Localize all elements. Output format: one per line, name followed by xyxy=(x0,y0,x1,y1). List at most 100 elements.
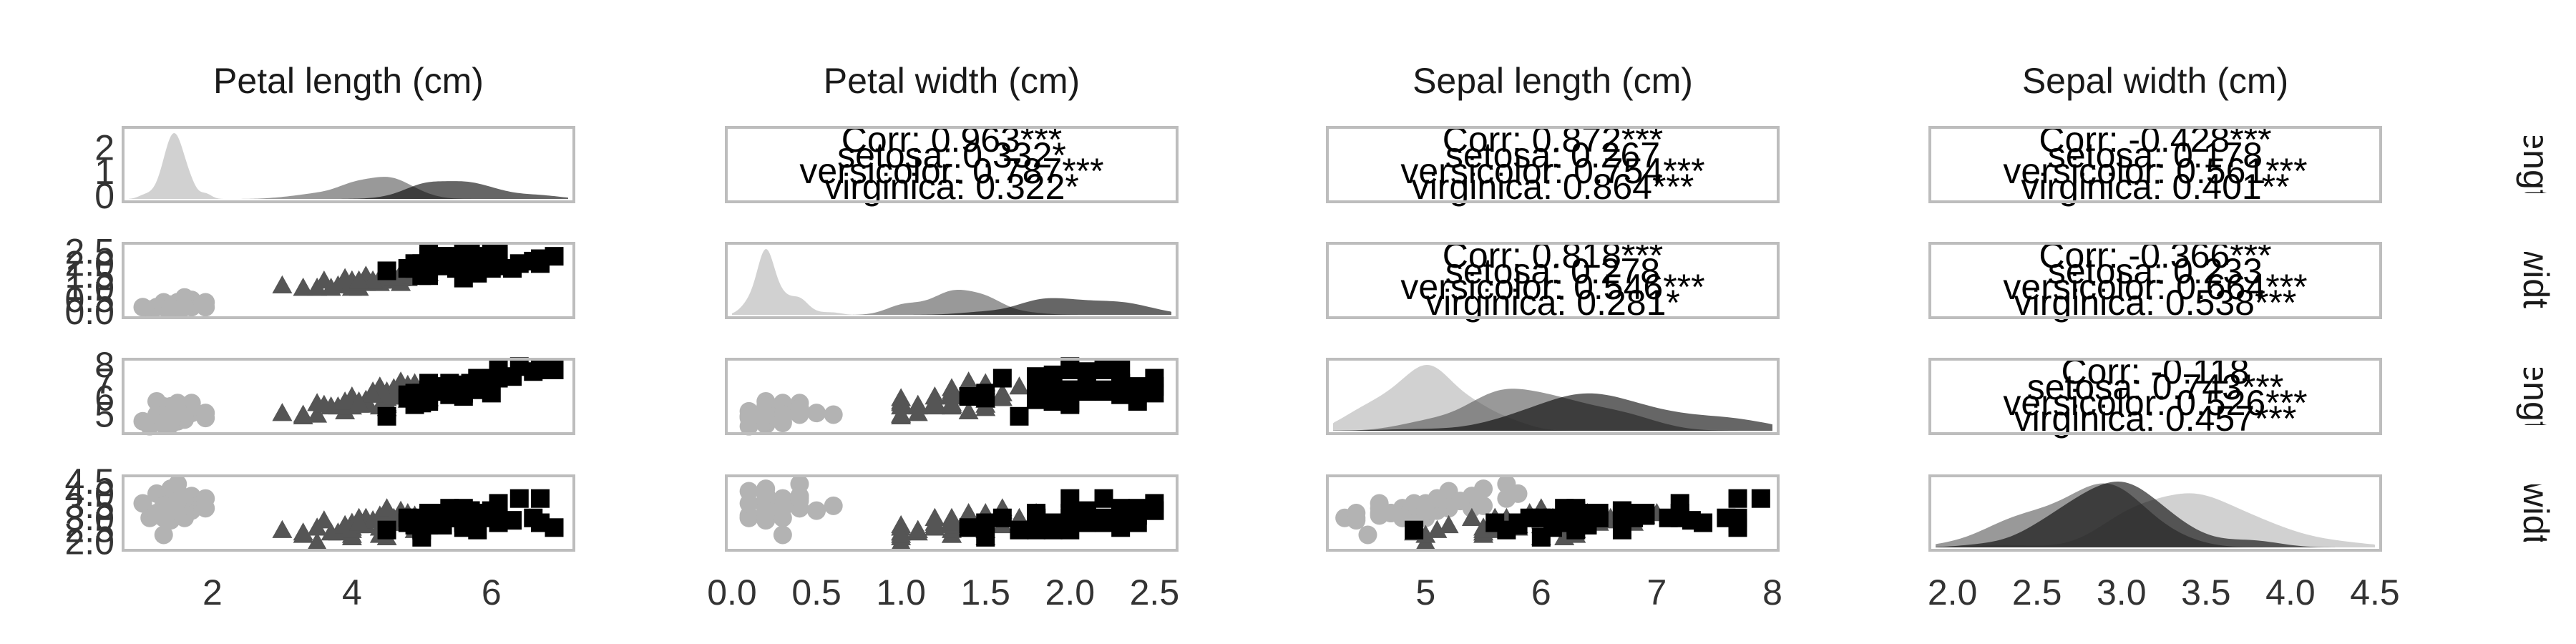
point-versicolor-45 xyxy=(924,393,945,411)
x-tick-label-sepal_width: 4.5 xyxy=(2350,572,2400,613)
y-tick-label-row2: 7 xyxy=(94,361,114,401)
corr-label-r0-c2-3: virginica: 0.864*** xyxy=(1412,167,1694,207)
y-tick-label-row1: 2.0 xyxy=(64,243,114,283)
corr-label-r1-c3-3: virginica: 0.538*** xyxy=(2014,283,2297,323)
x-tick-label-petal_width: 0.0 xyxy=(707,572,757,613)
x-tick-label-petal_length: 4 xyxy=(342,572,362,613)
panel-frame xyxy=(725,358,1179,435)
point-versicolor-34 xyxy=(1461,507,1482,526)
panel-r2-c0 xyxy=(122,357,575,436)
point-virginica-29 xyxy=(1670,508,1689,527)
point-setosa-22 xyxy=(133,298,152,317)
point-virginica-46 xyxy=(1043,384,1063,403)
point-setosa-49 xyxy=(161,501,180,520)
point-versicolor-31 xyxy=(321,522,341,541)
corr-label-r1-c3-1: setosa: 0.233 xyxy=(2048,251,2263,291)
point-virginica-48 xyxy=(440,247,459,266)
point-virginica-48 xyxy=(440,385,459,404)
panel-r3-c0 xyxy=(122,474,575,552)
corr-label-r0-c3-3: virginica: 0.401** xyxy=(2021,167,2289,207)
corr-label-r0-c3-1: setosa: 0.178 xyxy=(2048,135,2263,175)
y-tick-label-row1: 1.5 xyxy=(64,255,114,296)
point-virginica-6 xyxy=(377,261,396,280)
panel-frame xyxy=(1326,126,1780,203)
point-virginica-39 xyxy=(1077,506,1096,525)
point-virginica-40 xyxy=(1128,377,1147,396)
y-tick-label-row3: 4.5 xyxy=(64,462,114,502)
corr-label-r0-c1-2: versicolor: 0.787*** xyxy=(799,151,1103,191)
point-versicolor-47 xyxy=(363,270,384,289)
y-tick-label-row3: 2.5 xyxy=(64,510,114,550)
point-setosa-22 xyxy=(133,411,152,431)
point-virginica-32 xyxy=(1094,513,1113,532)
panel-r3-c2 xyxy=(1326,474,1780,552)
point-virginica-17 xyxy=(1094,489,1113,508)
column-title-sepal_length: Sepal length (cm) xyxy=(1413,61,1693,101)
y-tick-label-row3: 4.0 xyxy=(64,474,114,514)
point-versicolor-9 xyxy=(958,401,979,420)
point-versicolor-29 xyxy=(307,278,328,296)
y-tick-label-row0: 2 xyxy=(94,127,114,167)
y-tick-label-row2: 5 xyxy=(94,394,114,434)
point-virginica-46 xyxy=(1043,520,1063,540)
x-tick-label-sepal_length: 5 xyxy=(1415,572,1435,613)
corr-label-r0-c2-1: setosa: 0.267 xyxy=(1445,135,1660,175)
x-tick-label-petal_width: 1.5 xyxy=(960,572,1010,613)
panel-frame xyxy=(725,126,1179,203)
point-virginica-44 xyxy=(461,501,480,520)
point-virginica-44 xyxy=(1145,501,1164,520)
point-versicolor-48 xyxy=(907,519,928,538)
point-virginica-44 xyxy=(461,377,480,396)
panel-frame xyxy=(1928,126,2382,203)
point-versicolor-10 xyxy=(307,532,328,550)
point-virginica-49 xyxy=(419,259,439,278)
point-versicolor-27 xyxy=(1009,376,1030,395)
point-versicolor-43 xyxy=(891,404,912,423)
point-setosa-36 xyxy=(1474,496,1493,515)
panel-r3-c1 xyxy=(725,474,1179,552)
point-virginica-17 xyxy=(1728,489,1747,508)
point-virginica-47 xyxy=(1060,508,1080,527)
point-virginica-49 xyxy=(419,390,439,409)
point-setosa-45 xyxy=(773,409,792,428)
y-tick-label-row1: 0.5 xyxy=(64,280,114,320)
point-virginica-48 xyxy=(1111,385,1131,404)
density-setosa-petal_width xyxy=(732,249,859,315)
point-versicolor-49 xyxy=(348,512,369,531)
point-virginica-49 xyxy=(1027,508,1046,527)
point-versicolor-31 xyxy=(321,396,341,415)
point-virginica-31 xyxy=(509,254,529,273)
point-setosa-44 xyxy=(790,404,809,423)
y-tick-label-row3: 2.0 xyxy=(64,522,114,562)
point-virginica-31 xyxy=(1751,489,1770,508)
point-setosa-44 xyxy=(196,489,215,508)
point-versicolor-48 xyxy=(272,275,293,293)
point-virginica-34 xyxy=(959,518,978,537)
point-virginica-30 xyxy=(1694,513,1713,532)
point-setosa-44 xyxy=(196,404,215,423)
point-versicolor-43 xyxy=(891,525,912,543)
point-versicolor-49 xyxy=(942,512,962,531)
point-setosa-49 xyxy=(161,298,180,317)
point-versicolor-29 xyxy=(307,393,328,411)
point-virginica-44 xyxy=(461,242,480,261)
density-virginica-sepal_width xyxy=(1936,482,2336,547)
panel-frame xyxy=(725,242,1179,319)
panel-frame xyxy=(122,126,575,203)
point-setosa-15 xyxy=(1497,474,1516,494)
corr-label-r2-c3-2: versicolor: 0.526*** xyxy=(2003,383,2307,423)
point-setosa-41 xyxy=(154,525,173,545)
panel-r0-c3: Corr: -0.428***setosa: 0.178versicolor: … xyxy=(1928,119,2382,207)
density-virginica-petal_width xyxy=(902,298,1171,315)
point-virginica-29 xyxy=(992,369,1012,388)
corr-label-r1-c3-2: versicolor: 0.664*** xyxy=(2003,267,2307,307)
corr-label-r2-c3-1: setosa: 0.743*** xyxy=(2027,367,2284,407)
corr-label-r1-c2-1: setosa: 0.278 xyxy=(1445,251,1660,291)
point-versicolor-9 xyxy=(1438,514,1459,534)
point-virginica-46 xyxy=(1566,520,1586,540)
point-virginica-49 xyxy=(1520,508,1539,527)
point-setosa-45 xyxy=(773,508,792,527)
point-virginica-6 xyxy=(1010,520,1029,540)
y-tick-label-row1: 2.5 xyxy=(64,231,114,271)
